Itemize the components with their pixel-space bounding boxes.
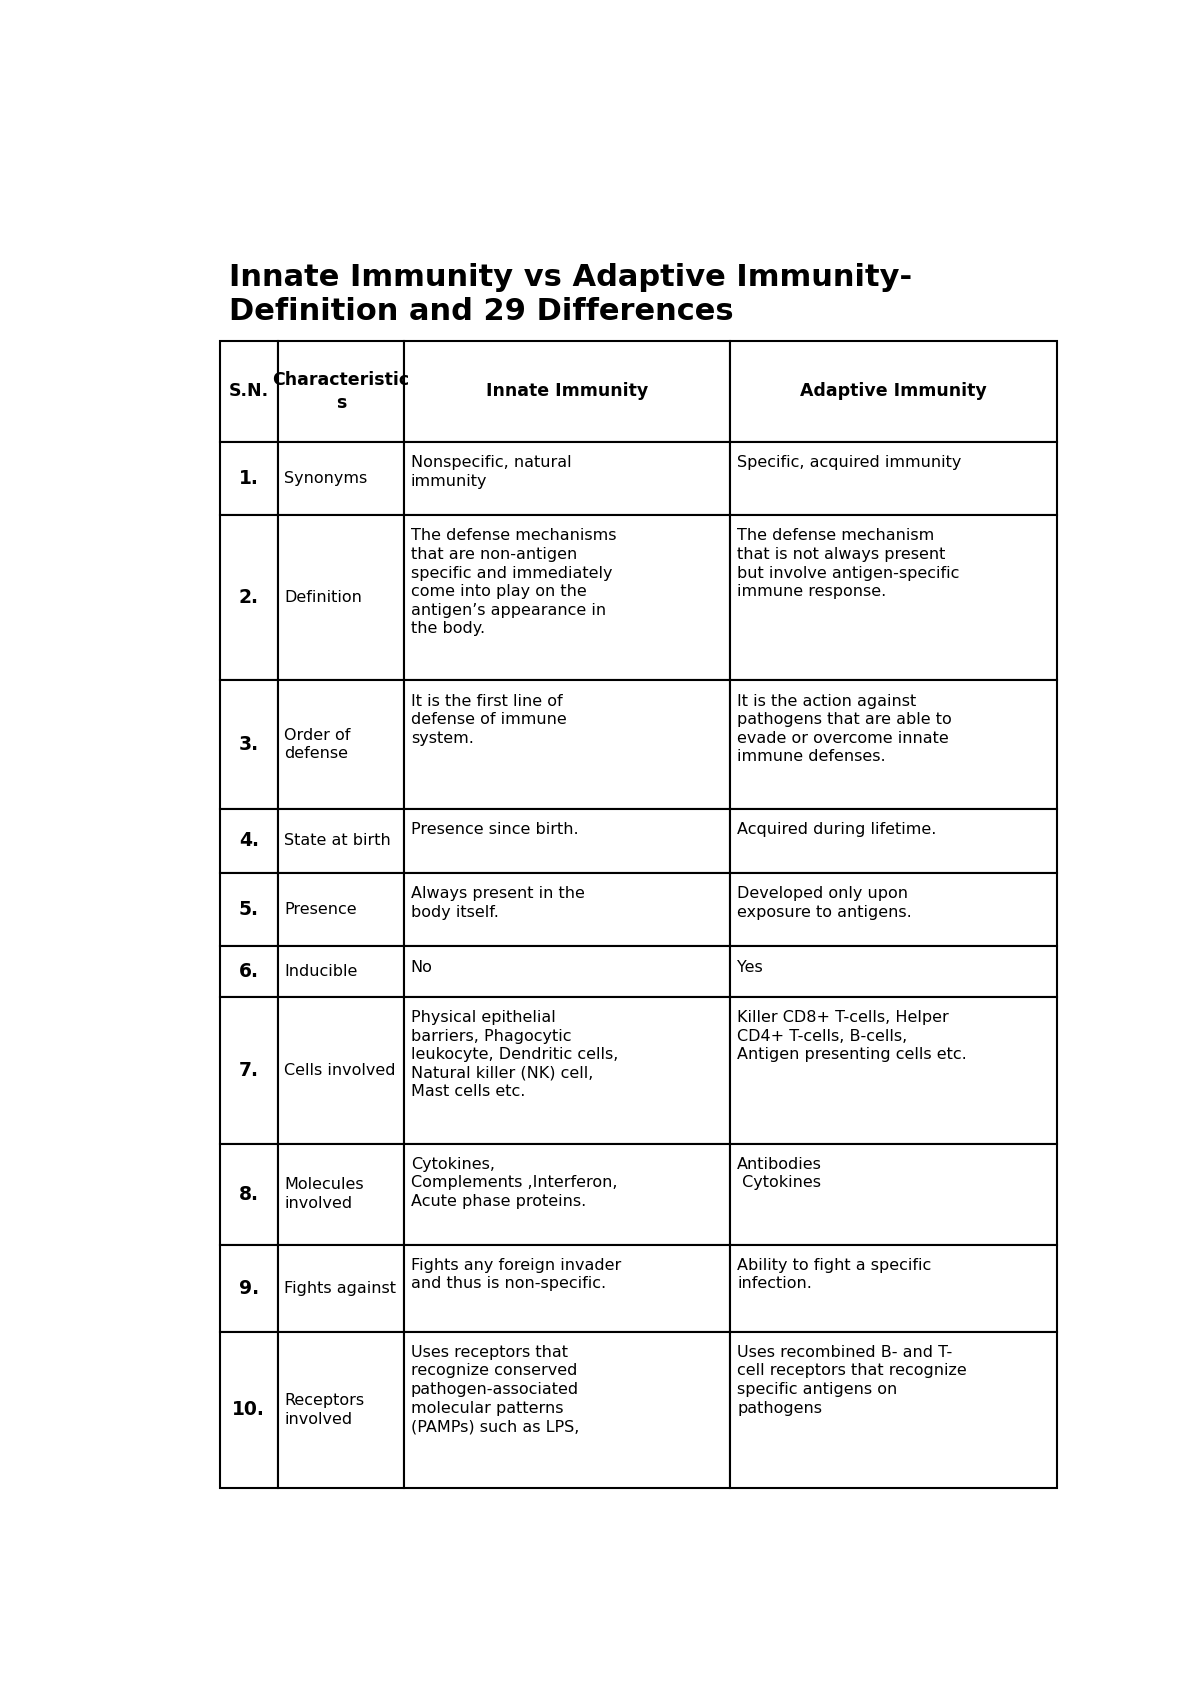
Text: Adaptive Immunity: Adaptive Immunity	[800, 382, 986, 401]
Text: 10.: 10.	[233, 1401, 265, 1420]
Bar	[404, 808, 731, 873]
Text: Ability to fight a specific
infection.: Ability to fight a specific infection.	[737, 1258, 931, 1290]
Bar	[220, 681, 278, 808]
Bar	[404, 1245, 731, 1331]
Bar	[220, 808, 278, 873]
Bar	[404, 341, 731, 441]
Bar	[731, 997, 1057, 1144]
Text: Physical epithelial
barriers, Phagocytic
leukocyte, Dendritic cells,
Natural kil: Physical epithelial barriers, Phagocytic…	[410, 1010, 618, 1099]
Bar	[731, 514, 1057, 681]
Text: Cells involved: Cells involved	[284, 1063, 396, 1078]
Text: 3.: 3.	[239, 735, 259, 754]
Text: 6.: 6.	[239, 963, 259, 981]
Bar	[220, 997, 278, 1144]
Bar	[278, 873, 404, 946]
Text: It is the first line of
defense of immune
system.: It is the first line of defense of immun…	[410, 693, 566, 745]
Text: Receptors
involved: Receptors involved	[284, 1392, 365, 1426]
Text: 2.: 2.	[239, 589, 259, 608]
Bar	[278, 1144, 404, 1245]
Bar	[220, 341, 278, 441]
Text: 5.: 5.	[239, 900, 259, 919]
Text: Nonspecific, natural
immunity: Nonspecific, natural immunity	[410, 455, 571, 489]
Text: Characteristic
s: Characteristic s	[272, 372, 409, 411]
Text: 7.: 7.	[239, 1061, 259, 1080]
Text: Antibodies
 Cytokines: Antibodies Cytokines	[737, 1156, 822, 1190]
Bar	[404, 514, 731, 681]
Text: Developed only upon
exposure to antigens.: Developed only upon exposure to antigens…	[737, 886, 912, 920]
Text: Order of
defense: Order of defense	[284, 728, 350, 761]
Bar	[278, 1331, 404, 1487]
Text: Uses receptors that
recognize conserved
pathogen-associated
molecular patterns
(: Uses receptors that recognize conserved …	[410, 1345, 580, 1435]
Text: Acquired during lifetime.: Acquired during lifetime.	[737, 822, 936, 837]
Text: It is the action against
pathogens that are able to
evade or overcome innate
imm: It is the action against pathogens that …	[737, 693, 952, 764]
Bar	[404, 1331, 731, 1487]
Bar	[220, 873, 278, 946]
Text: Killer CD8+ T-cells, Helper
CD4+ T-cells, B-cells,
Antigen presenting cells etc.: Killer CD8+ T-cells, Helper CD4+ T-cells…	[737, 1010, 967, 1063]
Text: Innate Immunity vs Adaptive Immunity-
Definition and 29 Differences: Innate Immunity vs Adaptive Immunity- De…	[229, 263, 912, 326]
Bar	[278, 341, 404, 441]
Bar	[278, 997, 404, 1144]
Bar	[404, 946, 731, 997]
Text: 9.: 9.	[239, 1279, 259, 1297]
Text: Always present in the
body itself.: Always present in the body itself.	[410, 886, 584, 920]
Bar	[731, 946, 1057, 997]
Bar	[731, 808, 1057, 873]
Bar	[220, 1331, 278, 1487]
Text: Synonyms: Synonyms	[284, 470, 367, 486]
Bar	[731, 1245, 1057, 1331]
Bar	[731, 873, 1057, 946]
Text: S.N.: S.N.	[229, 382, 269, 401]
Bar	[278, 681, 404, 808]
Bar	[731, 681, 1057, 808]
Text: Fights any foreign invader
and thus is non-specific.: Fights any foreign invader and thus is n…	[410, 1258, 620, 1290]
Text: Specific, acquired immunity: Specific, acquired immunity	[737, 455, 961, 470]
Bar	[278, 808, 404, 873]
Bar	[220, 1245, 278, 1331]
Bar	[220, 514, 278, 681]
Text: Molecules
involved: Molecules involved	[284, 1177, 364, 1211]
Bar	[220, 441, 278, 514]
Text: No: No	[410, 959, 433, 975]
Bar	[220, 946, 278, 997]
Text: 8.: 8.	[239, 1185, 259, 1204]
Text: The defense mechanism
that is not always present
but involve antigen-specific
im: The defense mechanism that is not always…	[737, 528, 959, 599]
Bar	[404, 873, 731, 946]
Bar	[220, 1144, 278, 1245]
Bar	[731, 1331, 1057, 1487]
Bar	[278, 514, 404, 681]
Text: Cytokines,
Complements ,Interferon,
Acute phase proteins.: Cytokines, Complements ,Interferon, Acut…	[410, 1156, 617, 1209]
Text: 4.: 4.	[239, 832, 259, 851]
Text: Innate Immunity: Innate Immunity	[486, 382, 648, 401]
Text: Inducible: Inducible	[284, 964, 358, 980]
Text: Uses recombined B- and T-
cell receptors that recognize
specific antigens on
pat: Uses recombined B- and T- cell receptors…	[737, 1345, 967, 1416]
Bar	[404, 681, 731, 808]
Text: Definition: Definition	[284, 591, 362, 606]
Bar	[731, 1144, 1057, 1245]
Bar	[731, 341, 1057, 441]
Text: Presence: Presence	[284, 902, 356, 917]
Text: The defense mechanisms
that are non-antigen
specific and immediately
come into p: The defense mechanisms that are non-anti…	[410, 528, 617, 637]
Text: 1.: 1.	[239, 469, 259, 487]
Bar	[404, 1144, 731, 1245]
Bar	[278, 946, 404, 997]
Text: Presence since birth.: Presence since birth.	[410, 822, 578, 837]
Bar	[404, 441, 731, 514]
Bar	[731, 441, 1057, 514]
Bar	[278, 441, 404, 514]
Bar	[278, 1245, 404, 1331]
Text: Fights against: Fights against	[284, 1280, 396, 1296]
Text: State at birth: State at birth	[284, 834, 391, 849]
Text: Yes: Yes	[737, 959, 763, 975]
Bar	[404, 997, 731, 1144]
